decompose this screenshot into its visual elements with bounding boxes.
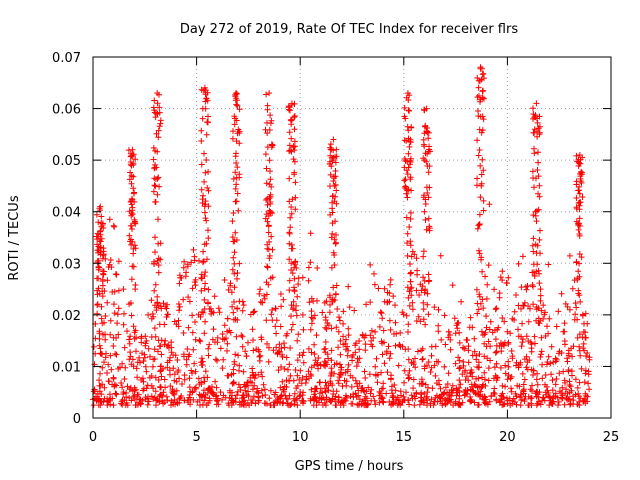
y-tick-label: 0.06 [52,103,81,118]
y-tick-label: 0.01 [52,360,81,375]
x-axis-label: GPS time / hours [295,459,404,474]
x-tick-label: 15 [396,430,413,445]
x-tick-label: 0 [89,430,97,445]
y-tick-label: 0.07 [52,51,81,66]
x-tick-labels: 0 5 10 15 20 25 [89,430,619,445]
x-tick-label: 10 [292,430,309,445]
y-tick-labels: 0 0.01 0.02 0.03 0.04 0.05 0.06 0.07 [52,51,81,427]
chart-title: Day 272 of 2019, Rate Of TEC Index for r… [180,22,518,37]
x-tick-label: 5 [192,430,200,445]
y-tick-label: 0.03 [52,257,81,272]
y-axis-label: ROTI / TECUs [7,195,22,280]
x-tick-label: 25 [603,430,620,445]
x-tick-label: 20 [499,430,516,445]
y-tick-label: 0.02 [52,309,81,324]
y-tick-label: 0.05 [52,154,81,169]
y-tick-label: 0.04 [52,206,81,221]
plot-frame [92,56,612,419]
y-tick-label: 0 [73,412,81,427]
scatter-markers [90,64,593,409]
data-points [90,64,593,409]
grid-lines [93,57,611,418]
axis-ticks [92,56,612,419]
